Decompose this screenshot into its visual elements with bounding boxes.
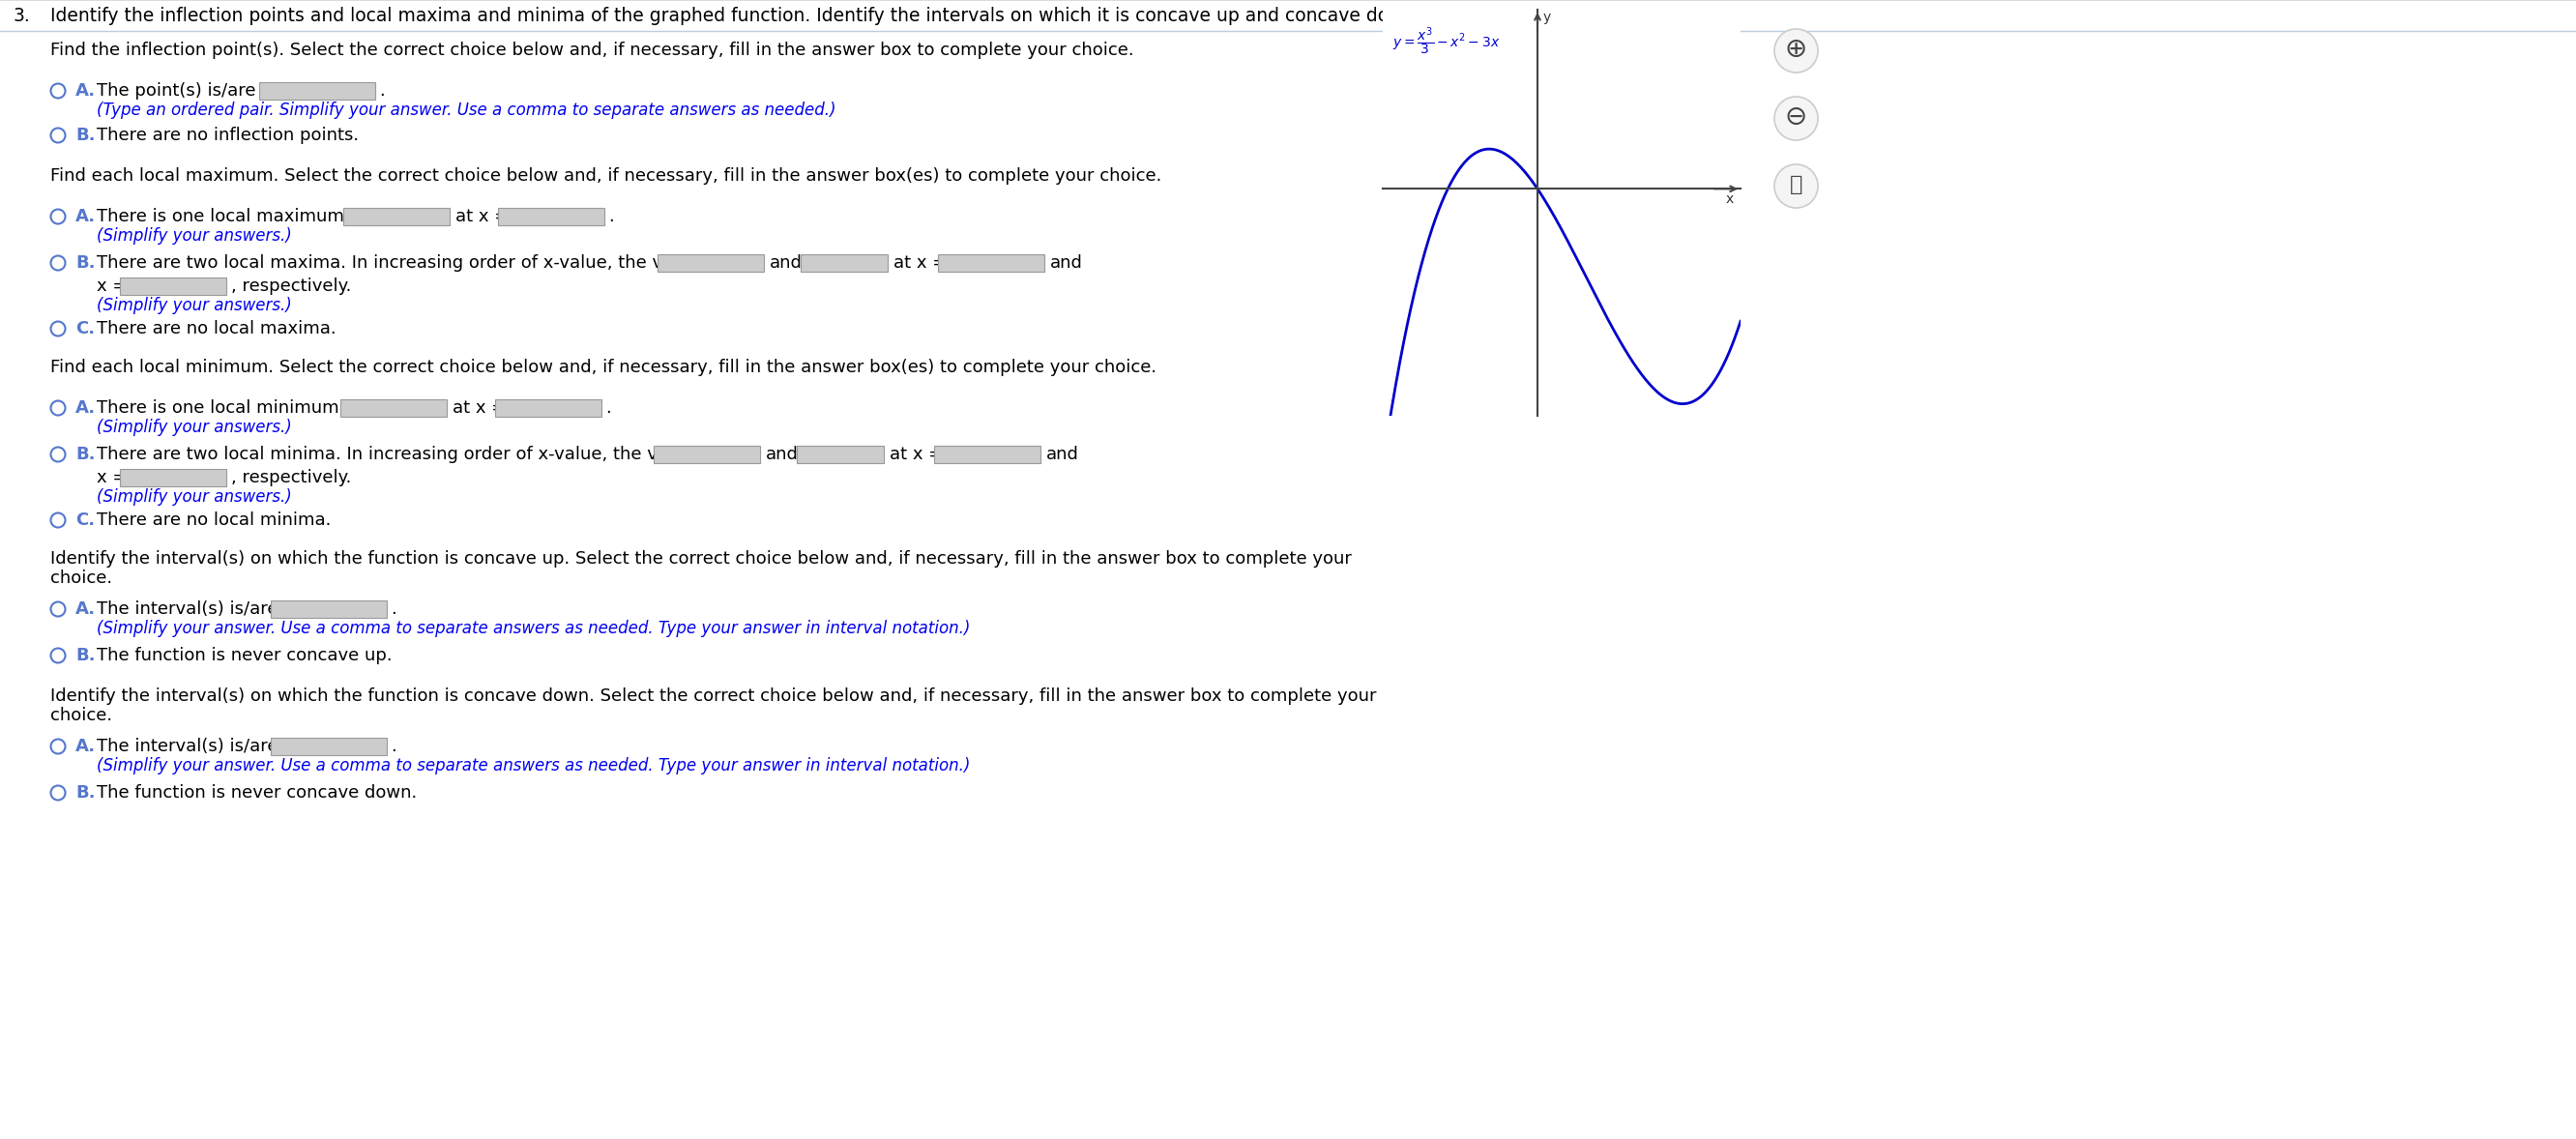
- FancyBboxPatch shape: [340, 400, 446, 417]
- FancyBboxPatch shape: [121, 278, 227, 295]
- Text: A.: A.: [75, 208, 95, 226]
- Text: Identify the interval(s) on which the function is concave up. Select the correct: Identify the interval(s) on which the fu…: [52, 550, 1352, 567]
- Text: at x =: at x =: [889, 445, 943, 464]
- Text: ⧉: ⧉: [1790, 175, 1803, 195]
- FancyBboxPatch shape: [938, 254, 1043, 272]
- Text: There is one local minimum value of: There is one local minimum value of: [98, 400, 415, 417]
- Text: Identify the inflection points and local maxima and minima of the graphed functi: Identify the inflection points and local…: [52, 7, 1422, 25]
- Text: Find the inflection point(s). Select the correct choice below and, if necessary,: Find the inflection point(s). Select the…: [52, 42, 1133, 59]
- Text: .: .: [379, 82, 384, 99]
- Text: choice.: choice.: [52, 570, 113, 587]
- Text: at x =: at x =: [453, 400, 505, 417]
- Text: The function is never concave down.: The function is never concave down.: [98, 784, 417, 802]
- FancyBboxPatch shape: [270, 600, 386, 617]
- Text: (Simplify your answer. Use a comma to separate answers as needed. Type your answ: (Simplify your answer. Use a comma to se…: [98, 620, 971, 637]
- Text: B.: B.: [75, 647, 95, 664]
- Text: .: .: [608, 208, 613, 226]
- Text: , respectively.: , respectively.: [232, 278, 350, 295]
- Text: There are no inflection points.: There are no inflection points.: [98, 126, 358, 144]
- FancyBboxPatch shape: [495, 400, 600, 417]
- Text: choice.: choice.: [52, 707, 113, 724]
- Text: (Simplify your answers.): (Simplify your answers.): [98, 419, 291, 436]
- Text: (Type an ordered pair. Simplify your answer. Use a comma to separate answers as : (Type an ordered pair. Simplify your ans…: [98, 101, 837, 118]
- Text: and: and: [770, 254, 804, 272]
- Text: (Simplify your answer. Use a comma to separate answers as needed. Type your answ: (Simplify your answer. Use a comma to se…: [98, 757, 971, 775]
- Text: The point(s) is/are: The point(s) is/are: [98, 82, 255, 99]
- Text: y: y: [1543, 11, 1551, 25]
- FancyBboxPatch shape: [121, 469, 227, 486]
- Text: at x =: at x =: [894, 254, 948, 272]
- FancyBboxPatch shape: [935, 445, 1041, 464]
- Text: 3.: 3.: [13, 7, 31, 25]
- Text: , respectively.: , respectively.: [232, 469, 350, 486]
- Text: .: .: [392, 600, 397, 617]
- Text: Find each local maximum. Select the correct choice below and, if necessary, fill: Find each local maximum. Select the corr…: [52, 167, 1162, 185]
- Text: There are no local minima.: There are no local minima.: [98, 511, 332, 528]
- Text: B.: B.: [75, 445, 95, 464]
- Text: B.: B.: [75, 126, 95, 144]
- Circle shape: [1775, 28, 1819, 73]
- Text: There are two local minima. In increasing order of x-value, the values are: There are two local minima. In increasin…: [98, 445, 737, 464]
- Text: at x =: at x =: [456, 208, 510, 226]
- Text: (Simplify your answers.): (Simplify your answers.): [98, 297, 291, 314]
- Circle shape: [1775, 164, 1819, 208]
- Circle shape: [1775, 97, 1819, 140]
- Text: .: .: [605, 400, 611, 417]
- FancyBboxPatch shape: [654, 445, 760, 464]
- Text: ⊖: ⊖: [1785, 104, 1808, 131]
- Text: A.: A.: [75, 82, 95, 99]
- Text: and: and: [1046, 445, 1079, 464]
- FancyBboxPatch shape: [260, 82, 376, 99]
- FancyBboxPatch shape: [497, 208, 605, 226]
- Text: B.: B.: [75, 254, 95, 272]
- Text: and: and: [1051, 254, 1082, 272]
- FancyBboxPatch shape: [657, 254, 765, 272]
- Text: A.: A.: [75, 738, 95, 755]
- Text: .: .: [392, 738, 397, 755]
- Text: x =: x =: [98, 278, 126, 295]
- FancyBboxPatch shape: [343, 208, 451, 226]
- Text: Find each local minimum. Select the correct choice below and, if necessary, fill: Find each local minimum. Select the corr…: [52, 359, 1157, 376]
- Text: There is one local maximum value of: There is one local maximum value of: [98, 208, 420, 226]
- Text: ⊕: ⊕: [1785, 36, 1808, 63]
- Text: A.: A.: [75, 400, 95, 417]
- Text: x: x: [1726, 192, 1734, 206]
- Text: (Simplify your answers.): (Simplify your answers.): [98, 227, 291, 245]
- Text: x =: x =: [98, 469, 126, 486]
- Text: The interval(s) is/are: The interval(s) is/are: [98, 600, 278, 617]
- Text: There are two local maxima. In increasing order of x-value, the values are: There are two local maxima. In increasin…: [98, 254, 742, 272]
- Text: $y=\dfrac{x^3}{3}-x^2-3x$: $y=\dfrac{x^3}{3}-x^2-3x$: [1394, 25, 1499, 57]
- Text: and: and: [765, 445, 799, 464]
- Text: C.: C.: [75, 511, 95, 528]
- Text: There are no local maxima.: There are no local maxima.: [98, 320, 335, 337]
- Text: A.: A.: [75, 600, 95, 617]
- Text: B.: B.: [75, 784, 95, 802]
- Text: Identify the interval(s) on which the function is concave down. Select the corre: Identify the interval(s) on which the fu…: [52, 688, 1376, 705]
- Text: (Simplify your answers.): (Simplify your answers.): [98, 489, 291, 506]
- Text: The function is never concave up.: The function is never concave up.: [98, 647, 392, 664]
- Text: C.: C.: [75, 320, 95, 337]
- FancyBboxPatch shape: [270, 738, 386, 755]
- FancyBboxPatch shape: [801, 254, 889, 272]
- FancyBboxPatch shape: [796, 445, 884, 464]
- Text: The interval(s) is/are: The interval(s) is/are: [98, 738, 278, 755]
